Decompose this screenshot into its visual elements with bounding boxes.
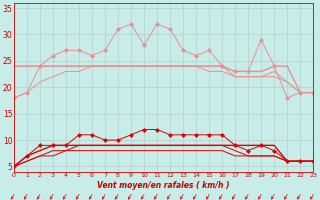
X-axis label: Vent moyen/en rafales ( km/h ): Vent moyen/en rafales ( km/h ) <box>97 181 230 190</box>
